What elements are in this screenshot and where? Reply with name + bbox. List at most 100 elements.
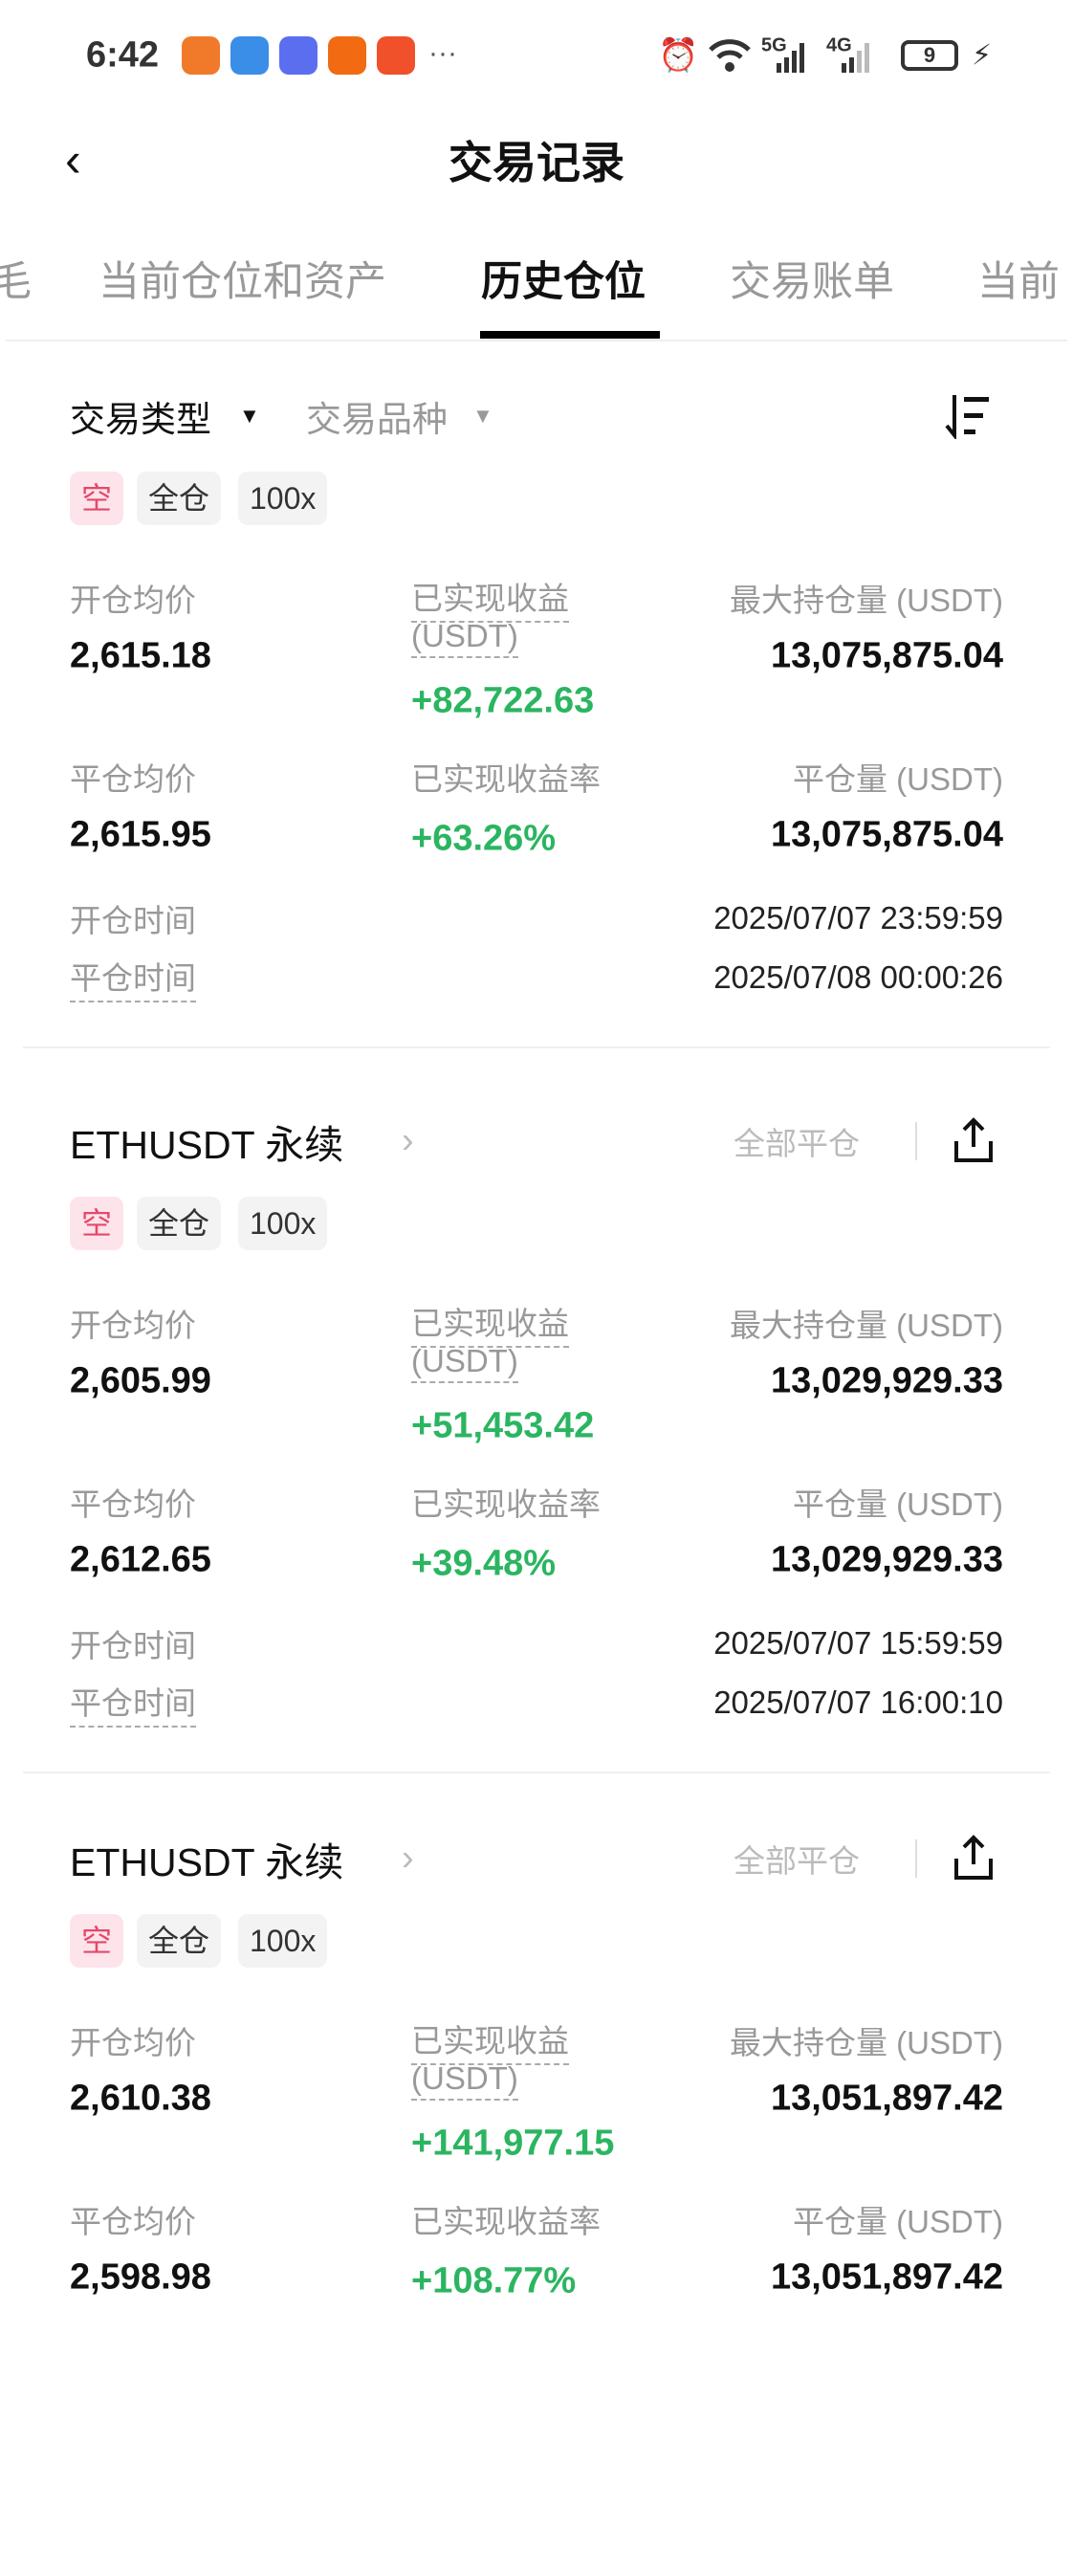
open-avg-label: 开仓均价 bbox=[70, 1308, 196, 1343]
open-time-value: 2025/07/07 23:59:59 bbox=[713, 900, 1003, 936]
close-volume-label: 平仓量 (USDT) bbox=[793, 2204, 1003, 2239]
realized-pnl-label[interactable]: 已实现收益 bbox=[411, 573, 569, 623]
divider bbox=[6, 340, 1067, 341]
realized-pnl-value: +51,453.42 bbox=[411, 1405, 595, 1446]
close-volume-value: 13,075,875.04 bbox=[770, 814, 1003, 855]
pnl-rate-label: 已实现收益率 bbox=[411, 1486, 601, 1522]
close-time-value: 2025/07/08 00:00:26 bbox=[713, 959, 1003, 995]
realized-pnl-value: +82,722.63 bbox=[411, 680, 595, 721]
realized-pnl-unit-text: (USDT) bbox=[411, 2060, 518, 2101]
realized-pnl-unit-text: (USDT) bbox=[411, 1343, 518, 1383]
position-card: ETHUSDT 永续 › 全部平仓空全仓 100x 开仓均价 2,610.38 已实现收益(… bbox=[0, 1835, 1073, 2576]
music-app-icon bbox=[279, 36, 318, 75]
back-button[interactable]: ‹ bbox=[65, 133, 81, 187]
position-card: 交易类型 ▼ 交易品种 ▼ 空全仓 100x 开仓均价 2,615.18 已实现收益 (USDT)… bbox=[0, 395, 1073, 1134]
realized-pnl-label[interactable]: 已实现收益 bbox=[411, 1298, 569, 1348]
network-5g-label: 5G bbox=[761, 34, 787, 56]
share-button[interactable] bbox=[953, 1116, 995, 1169]
tab-current-partial[interactable]: 当前 bbox=[977, 259, 1060, 305]
health-app-icon bbox=[182, 36, 220, 75]
open-avg-label: 开仓均价 bbox=[70, 2025, 196, 2060]
wifi-icon bbox=[709, 39, 751, 72]
margin-mode-tag: 全仓 bbox=[137, 472, 222, 525]
realized-pnl-unit-label[interactable]: (USDT) bbox=[411, 2060, 518, 2101]
close-all-label: 全部平仓 bbox=[734, 1843, 860, 1879]
close-volume-label: 平仓量 (USDT) bbox=[793, 1486, 1003, 1522]
tab-current-positions[interactable]: 当前仓位和资产 bbox=[99, 259, 386, 305]
vertical-divider bbox=[915, 1839, 917, 1878]
trade-symbol-filter[interactable]: 交易品种 bbox=[306, 400, 448, 439]
charging-icon: ⚡ bbox=[972, 39, 993, 72]
close-avg-value: 2,615.95 bbox=[70, 814, 211, 855]
sort-icon bbox=[945, 395, 989, 441]
chevron-right-icon[interactable]: › bbox=[402, 1120, 414, 1161]
vertical-divider bbox=[915, 1122, 917, 1160]
caret-down-icon: ▼ bbox=[472, 404, 493, 428]
realized-pnl-label[interactable]: 已实现收益 bbox=[411, 2015, 569, 2065]
side-tag: 空 bbox=[70, 472, 124, 525]
close-time-label[interactable]: 平仓时间 bbox=[70, 953, 196, 1002]
realized-pnl-unit-label[interactable]: (USDT) bbox=[411, 618, 518, 658]
pnl-rate-label: 已实现收益率 bbox=[411, 761, 601, 797]
share-button[interactable] bbox=[953, 1834, 995, 1886]
page-title: 交易记录 bbox=[449, 138, 624, 187]
open-avg-value: 2,610.38 bbox=[70, 2078, 211, 2119]
pnl-rate-value: +63.26% bbox=[411, 818, 557, 859]
pnl-rate-label: 已实现收益率 bbox=[411, 2204, 601, 2239]
position-card: ETHUSDT 永续 › 全部平仓空全仓 100x 开仓均价 2,605.99 已实现收益(… bbox=[0, 1117, 1073, 1859]
tab-partial-left[interactable]: 毛 bbox=[0, 259, 32, 305]
realized-pnl-label-text: 已实现收益 bbox=[411, 573, 569, 623]
share-icon bbox=[954, 1835, 993, 1880]
network-4g-label: 4G bbox=[826, 34, 852, 56]
close-time-label-text: 平仓时间 bbox=[70, 953, 196, 1002]
sort-button[interactable] bbox=[945, 393, 995, 444]
caret-down-icon: ▼ bbox=[239, 404, 260, 428]
margin-mode-tag: 全仓 bbox=[137, 1914, 222, 1968]
open-avg-label: 开仓均价 bbox=[70, 583, 196, 618]
close-time-label[interactable]: 平仓时间 bbox=[70, 1678, 196, 1728]
share-icon bbox=[954, 1117, 993, 1162]
close-avg-label: 平仓均价 bbox=[70, 761, 196, 797]
close-time-label-text: 平仓时间 bbox=[70, 1678, 196, 1728]
realized-pnl-label-text: 已实现收益 bbox=[411, 2015, 569, 2065]
tab-trade-bills[interactable]: 交易账单 bbox=[730, 259, 894, 305]
close-avg-value: 2,598.98 bbox=[70, 2257, 211, 2298]
app-red-icon bbox=[377, 36, 415, 75]
app-orange-icon bbox=[328, 36, 366, 75]
close-all-label: 全部平仓 bbox=[734, 1126, 860, 1161]
close-time-value: 2025/07/07 16:00:10 bbox=[713, 1684, 1003, 1720]
battery-icon: 9 bbox=[901, 40, 958, 71]
leverage-tag: 100x bbox=[238, 1197, 328, 1250]
close-avg-label: 平仓均价 bbox=[70, 2204, 196, 2239]
open-time-label: 开仓时间 bbox=[70, 1628, 196, 1663]
max-position-value: 13,075,875.04 bbox=[770, 635, 1003, 676]
position-symbol[interactable]: ETHUSDT 永续 bbox=[70, 1840, 344, 1884]
close-volume-value: 13,051,897.42 bbox=[770, 2257, 1003, 2298]
position-symbol[interactable]: ETHUSDT 永续 bbox=[70, 1123, 344, 1167]
open-time-label: 开仓时间 bbox=[70, 903, 196, 938]
close-avg-label: 平仓均价 bbox=[70, 1486, 196, 1522]
leverage-tag: 100x bbox=[238, 1914, 328, 1968]
realized-pnl-unit-text: (USDT) bbox=[411, 618, 518, 658]
signal-4g-icon bbox=[842, 43, 869, 73]
more-notifications-icon: ··· bbox=[428, 37, 457, 69]
divider bbox=[23, 1046, 1050, 1048]
realized-pnl-unit-label[interactable]: (USDT) bbox=[411, 1343, 518, 1383]
pnl-rate-value: +108.77% bbox=[411, 2260, 577, 2301]
open-avg-value: 2,615.18 bbox=[70, 635, 211, 676]
browser-app-icon bbox=[230, 36, 269, 75]
alarm-icon: ⏰ bbox=[658, 37, 699, 74]
open-time-value: 2025/07/07 15:59:59 bbox=[713, 1625, 1003, 1661]
max-position-label: 最大持仓量 (USDT) bbox=[730, 583, 1003, 618]
trade-type-filter[interactable]: 交易类型 bbox=[70, 400, 211, 439]
chevron-right-icon[interactable]: › bbox=[402, 1838, 414, 1879]
status-time: 6:42 bbox=[86, 34, 160, 76]
pnl-rate-value: +39.48% bbox=[411, 1543, 557, 1584]
divider bbox=[23, 1772, 1050, 1773]
active-tab-indicator bbox=[480, 331, 660, 339]
margin-mode-tag: 全仓 bbox=[137, 1197, 222, 1250]
close-volume-value: 13,029,929.33 bbox=[770, 1539, 1003, 1580]
tab-history-positions[interactable]: 历史仓位 bbox=[481, 259, 646, 305]
max-position-label: 最大持仓量 (USDT) bbox=[730, 1308, 1003, 1343]
leverage-tag: 100x bbox=[238, 472, 328, 525]
